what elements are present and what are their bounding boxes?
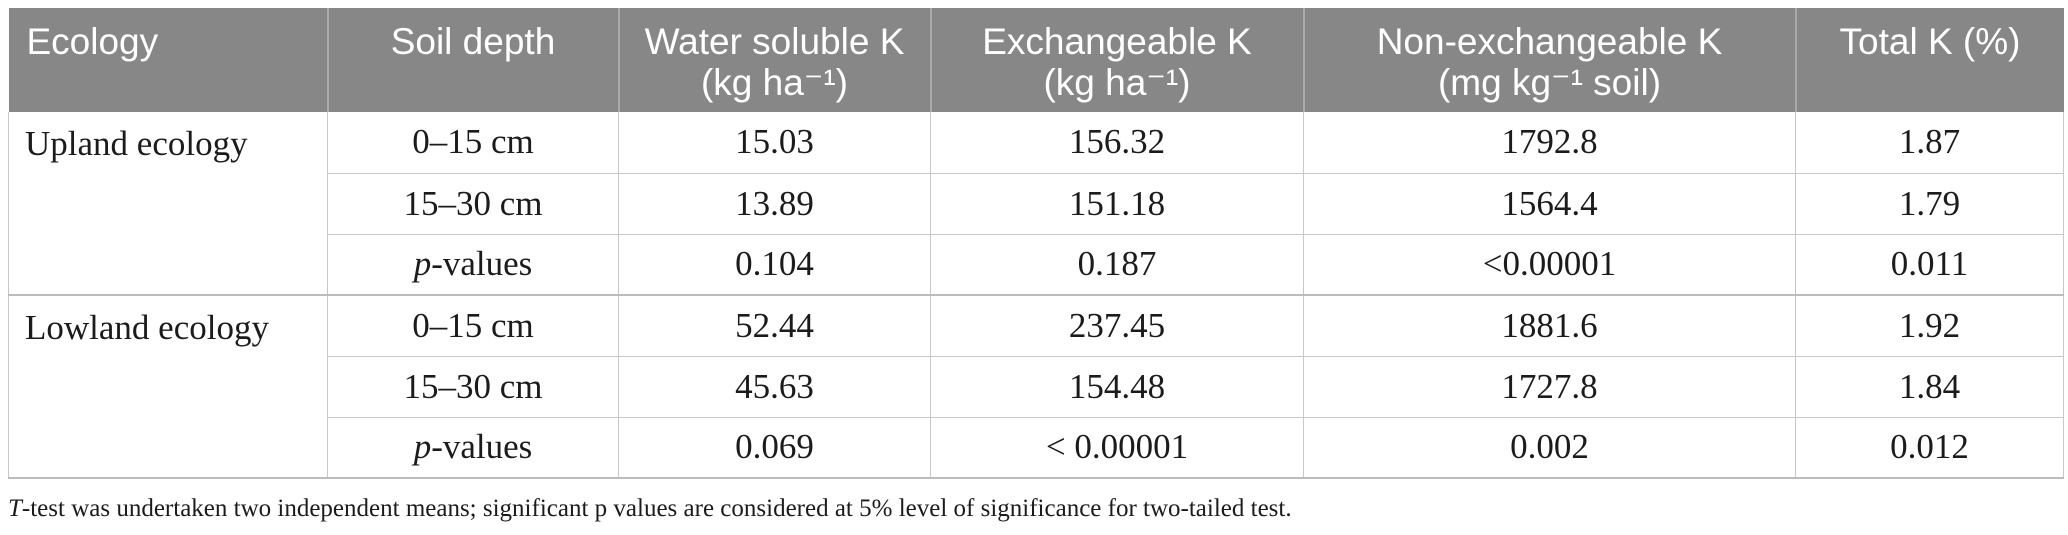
footnote: T-test was undertaken two independent me… (8, 495, 2063, 523)
ecology-cell-lowland: Lowland ecology (8, 295, 328, 479)
water-soluble-value: 52.44 (618, 295, 931, 357)
total-k-value: 1.92 (1795, 295, 2064, 357)
soil-depth-cell: p-values (327, 417, 619, 479)
total-k-value: 1.87 (1795, 112, 2064, 174)
depth-label: 15–30 cm (403, 366, 543, 406)
soil-depth-cell: 0–15 cm (327, 295, 619, 357)
non-exchangeable-value: 1792.8 (1303, 112, 1796, 174)
table-row: Upland ecology 0–15 cm 15.03 156.32 1792… (8, 112, 2064, 296)
total-k-value: 1.84 (1795, 356, 2064, 418)
depth-label: 15–30 cm (403, 183, 543, 223)
exchangeable-value: 151.18 (930, 173, 1304, 235)
exchangeable-value: 154.48 (930, 356, 1304, 418)
header-non-exchangeable-k: Non-exchangeable K (mg kg⁻¹ soil) (1302, 8, 1796, 112)
water-soluble-value: 0.104 (618, 234, 931, 296)
soil-depth-cell: p-values (327, 234, 619, 296)
table-row-p-values: p-values 0.069 < 0.00001 0.002 0.012 (9, 417, 2064, 479)
table-row: 15–30 cm 45.63 154.48 1727.8 1.84 (9, 356, 2064, 418)
exchangeable-value: 156.32 (930, 112, 1304, 174)
table-row: Lowland ecology 0–15 cm 52.44 237.45 188… (8, 295, 2064, 479)
header-water-soluble-k: Water soluble K (kg ha⁻¹) (617, 8, 931, 112)
water-soluble-value: 13.89 (618, 173, 931, 235)
data-table: Ecology Soil depth Water soluble K (kg h… (8, 8, 2064, 479)
footnote-italic-prefix: T (8, 495, 22, 522)
table-row-p-values: p-values 0.104 0.187 <0.00001 0.011 (9, 234, 2064, 296)
exchangeable-value: 237.45 (930, 295, 1304, 357)
non-exchangeable-value: 1881.6 (1303, 295, 1796, 357)
depth-label: 0–15 cm (412, 305, 534, 345)
header-row: Ecology Soil depth Water soluble K (kg h… (8, 8, 2064, 112)
depth-label: -values (431, 427, 533, 467)
water-soluble-value: 15.03 (618, 112, 931, 174)
soil-depth-cell: 0–15 cm (327, 112, 619, 174)
depth-italic-prefix: p (413, 244, 432, 284)
footnote-text: -test was undertaken two independent mea… (21, 495, 1292, 522)
header-ecology: Ecology (8, 8, 328, 112)
non-exchangeable-value: <0.00001 (1303, 234, 1796, 296)
depth-label: -values (431, 244, 533, 284)
total-k-value: 0.012 (1795, 417, 2064, 479)
water-soluble-value: 45.63 (618, 356, 931, 418)
header-exchangeable-k: Exchangeable K (kg ha⁻¹) (929, 8, 1304, 112)
soil-depth-cell: 15–30 cm (327, 356, 619, 418)
non-exchangeable-value: 1727.8 (1303, 356, 1796, 418)
table-row: 15–30 cm 13.89 151.18 1564.4 1.79 (9, 173, 2064, 235)
water-soluble-value: 0.069 (618, 417, 931, 479)
non-exchangeable-value: 0.002 (1303, 417, 1796, 479)
exchangeable-value: 0.187 (930, 234, 1304, 296)
header-total-k: Total K (%) (1794, 8, 2064, 112)
ecology-cell-upland: Upland ecology (8, 112, 328, 296)
total-k-value: 1.79 (1795, 173, 2064, 235)
exchangeable-value: < 0.00001 (930, 417, 1304, 479)
depth-label: 0–15 cm (412, 122, 534, 162)
soil-depth-cell: 15–30 cm (327, 173, 619, 235)
depth-italic-prefix: p (413, 427, 432, 467)
total-k-value: 0.011 (1795, 234, 2064, 296)
header-soil-depth: Soil depth (326, 8, 619, 112)
non-exchangeable-value: 1564.4 (1303, 173, 1796, 235)
